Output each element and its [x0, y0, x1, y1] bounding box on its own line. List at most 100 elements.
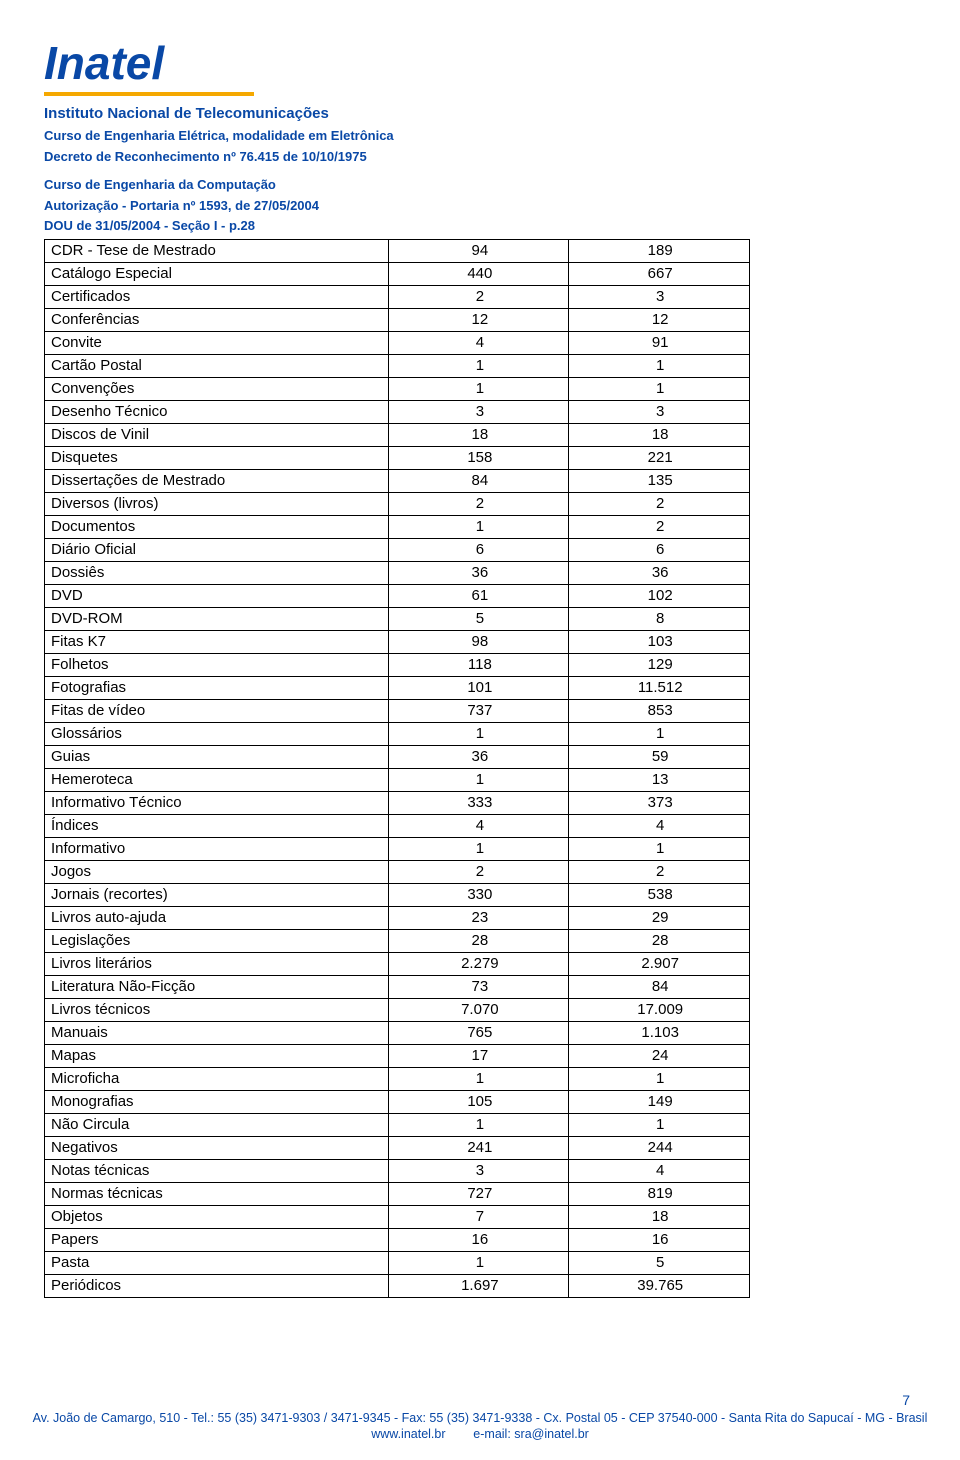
- row-col2: 1: [389, 1067, 569, 1090]
- table-row: Pasta15: [45, 1251, 750, 1274]
- row-col2: 12: [389, 308, 569, 331]
- row-col3: 1: [569, 837, 750, 860]
- row-col3: 3: [569, 400, 750, 423]
- row-col2: 105: [389, 1090, 569, 1113]
- row-col3: 91: [569, 331, 750, 354]
- row-col3: 2: [569, 860, 750, 883]
- row-col2: 737: [389, 699, 569, 722]
- row-col3: 135: [569, 469, 750, 492]
- row-col3: 1.103: [569, 1021, 750, 1044]
- row-label: Cartão Postal: [45, 354, 389, 377]
- table-row: CDR - Tese de Mestrado94189: [45, 239, 750, 262]
- row-col3: 103: [569, 630, 750, 653]
- course-comp: Curso de Engenharia da Computação: [44, 176, 916, 194]
- footer-address: Av. João de Camargo, 510 - Tel.: 55 (35)…: [0, 1410, 960, 1426]
- table-row: Não Circula11: [45, 1113, 750, 1136]
- row-col2: 98: [389, 630, 569, 653]
- row-col3: 538: [569, 883, 750, 906]
- table-row: Jornais (recortes)330538: [45, 883, 750, 906]
- row-col3: 6: [569, 538, 750, 561]
- row-label: Dissertações de Mestrado: [45, 469, 389, 492]
- row-col2: 1: [389, 768, 569, 791]
- row-col2: 1: [389, 1113, 569, 1136]
- table-row: Discos de Vinil1818: [45, 423, 750, 446]
- row-col2: 28: [389, 929, 569, 952]
- table-row: Negativos241244: [45, 1136, 750, 1159]
- row-label: Guias: [45, 745, 389, 768]
- row-label: Não Circula: [45, 1113, 389, 1136]
- row-col3: 149: [569, 1090, 750, 1113]
- row-label: Normas técnicas: [45, 1182, 389, 1205]
- table-row: Manuais7651.103: [45, 1021, 750, 1044]
- row-col3: 1: [569, 1113, 750, 1136]
- row-label: DVD: [45, 584, 389, 607]
- row-label: Desenho Técnico: [45, 400, 389, 423]
- row-col2: 2: [389, 492, 569, 515]
- table-row: Notas técnicas34: [45, 1159, 750, 1182]
- table-row: Convite491: [45, 331, 750, 354]
- page-number: 7: [902, 1392, 910, 1408]
- row-col2: 1: [389, 722, 569, 745]
- row-col3: 84: [569, 975, 750, 998]
- row-col3: 18: [569, 1205, 750, 1228]
- row-col2: 61: [389, 584, 569, 607]
- table-row: Objetos718: [45, 1205, 750, 1228]
- table-row: Desenho Técnico33: [45, 400, 750, 423]
- inventory-table: CDR - Tese de Mestrado94189Catálogo Espe…: [44, 239, 750, 1298]
- table-row: Papers1616: [45, 1228, 750, 1251]
- table-row: Microficha11: [45, 1067, 750, 1090]
- row-label: Jogos: [45, 860, 389, 883]
- letterhead: Inatel Instituto Nacional de Telecomunic…: [44, 36, 916, 235]
- row-col2: 241: [389, 1136, 569, 1159]
- table-row: Dossiês3636: [45, 561, 750, 584]
- row-col2: 2: [389, 285, 569, 308]
- table-row: Hemeroteca113: [45, 768, 750, 791]
- row-col2: 3: [389, 400, 569, 423]
- row-label: Diário Oficial: [45, 538, 389, 561]
- row-col3: 244: [569, 1136, 750, 1159]
- footer: Av. João de Camargo, 510 - Tel.: 55 (35)…: [0, 1410, 960, 1443]
- table-row: Convenções11: [45, 377, 750, 400]
- table-row: Folhetos118129: [45, 653, 750, 676]
- row-label: Índices: [45, 814, 389, 837]
- row-col2: 727: [389, 1182, 569, 1205]
- row-label: Livros literários: [45, 952, 389, 975]
- row-label: Monografias: [45, 1090, 389, 1113]
- row-label: Glossários: [45, 722, 389, 745]
- row-label: Informativo: [45, 837, 389, 860]
- table-row: Mapas1724: [45, 1044, 750, 1067]
- table-row: Normas técnicas727819: [45, 1182, 750, 1205]
- row-col3: 221: [569, 446, 750, 469]
- row-col2: 84: [389, 469, 569, 492]
- row-label: Fotografias: [45, 676, 389, 699]
- row-label: Certificados: [45, 285, 389, 308]
- row-col2: 16: [389, 1228, 569, 1251]
- row-col3: 59: [569, 745, 750, 768]
- table-row: Diário Oficial66: [45, 538, 750, 561]
- row-col3: 17.009: [569, 998, 750, 1021]
- table-row: Livros auto-ajuda2329: [45, 906, 750, 929]
- row-label: Diversos (livros): [45, 492, 389, 515]
- table-row: Índices44: [45, 814, 750, 837]
- row-col2: 6: [389, 538, 569, 561]
- row-col3: 28: [569, 929, 750, 952]
- row-label: Convenções: [45, 377, 389, 400]
- row-label: Jornais (recortes): [45, 883, 389, 906]
- row-col3: 1: [569, 377, 750, 400]
- row-col2: 1: [389, 515, 569, 538]
- row-label: Dossiês: [45, 561, 389, 584]
- row-col2: 2: [389, 860, 569, 883]
- row-col3: 1: [569, 1067, 750, 1090]
- row-label: Livros auto-ajuda: [45, 906, 389, 929]
- table-row: Fotografias10111.512: [45, 676, 750, 699]
- row-label: Discos de Vinil: [45, 423, 389, 446]
- footer-contact: www.inatel.br e-mail: sra@inatel.br: [0, 1426, 960, 1442]
- row-label: Documentos: [45, 515, 389, 538]
- table-row: Disquetes158221: [45, 446, 750, 469]
- row-col2: 330: [389, 883, 569, 906]
- row-col2: 4: [389, 814, 569, 837]
- row-label: Conferências: [45, 308, 389, 331]
- dou: DOU de 31/05/2004 - Seção I - p.28: [44, 217, 916, 235]
- table-row: Glossários11: [45, 722, 750, 745]
- row-col3: 2: [569, 515, 750, 538]
